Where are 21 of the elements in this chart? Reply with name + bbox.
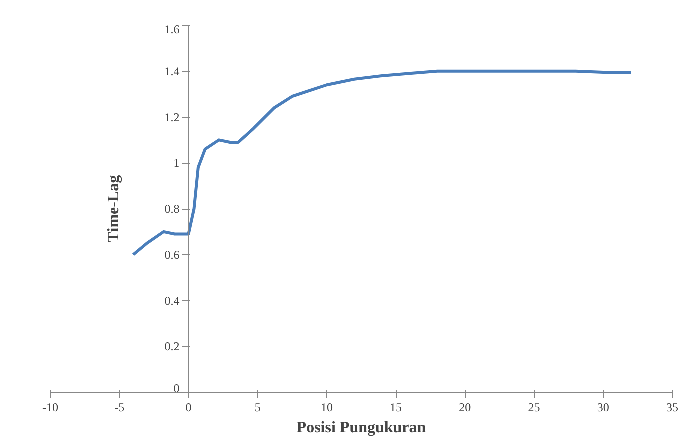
x-axis-title: Posisi Pungukuran: [296, 420, 426, 436]
y-tick-label: 1.4: [164, 64, 180, 78]
y-tick-label: 0.4: [164, 294, 180, 308]
y-tick-label: 1.2: [164, 110, 180, 124]
x-tick-label: -5: [114, 400, 125, 414]
x-tick-label: 15: [390, 400, 402, 414]
y-axis-title: Time-Lag: [106, 175, 123, 243]
x-tick-label: 5: [254, 400, 261, 414]
y-tick-label: 0: [174, 382, 180, 396]
y-tick-label: 1.6: [164, 22, 180, 36]
y-tick-label: 0.2: [164, 340, 180, 354]
y-tick-label: 0.8: [164, 202, 180, 216]
x-tick-label: 20: [459, 400, 472, 414]
y-tick-label: 0.6: [164, 248, 180, 262]
y-tick-label: 1: [174, 156, 180, 170]
x-tick-label: 35: [666, 400, 678, 414]
x-tick-label: 25: [528, 400, 540, 414]
x-tick-label: 0: [186, 400, 192, 414]
x-tick-label: 30: [597, 400, 610, 414]
x-tick-label: 10: [320, 400, 333, 414]
x-tick-label: -10: [42, 400, 58, 414]
